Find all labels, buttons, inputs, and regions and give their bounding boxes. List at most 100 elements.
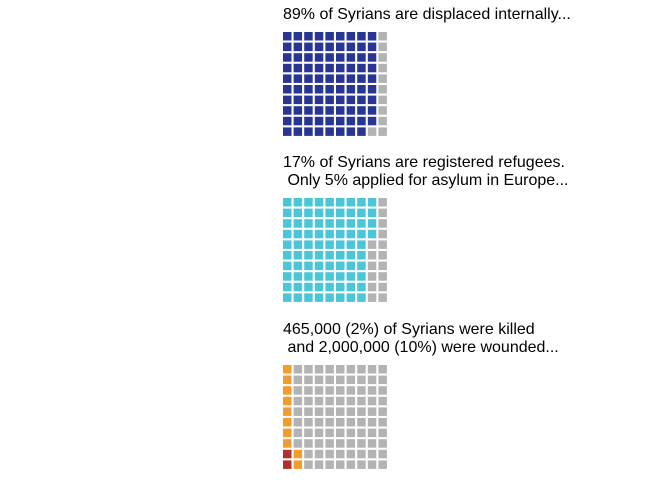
waffle-tile (357, 251, 366, 260)
waffle-tile (367, 418, 377, 427)
waffle-tile (314, 282, 324, 292)
waffle-tile (304, 63, 313, 73)
waffle-tile (367, 32, 377, 41)
waffle-tile (283, 386, 292, 395)
waffle-tile (336, 74, 345, 83)
waffle-tile (304, 85, 313, 94)
waffle-tile (378, 251, 387, 260)
waffle-tile (325, 53, 334, 62)
waffle-tile (367, 365, 377, 374)
waffle-tile (293, 282, 303, 292)
waffle-tile (367, 428, 377, 438)
waffle-tile (346, 386, 356, 395)
waffle-tile (346, 106, 356, 115)
waffle-tile (283, 229, 292, 239)
waffle-tile (367, 53, 377, 62)
waffle-tile (346, 407, 356, 416)
waffle-tile (304, 439, 313, 448)
waffle-tile (314, 449, 324, 459)
waffle-tile (293, 219, 303, 228)
waffle-tile (346, 439, 356, 448)
waffle-tile (314, 219, 324, 228)
waffle-tile (293, 229, 303, 239)
waffle-tile (357, 375, 366, 385)
waffle-tile (304, 198, 313, 207)
waffle-tile (314, 365, 324, 374)
waffle-tile (357, 272, 366, 281)
waffle-tile (336, 375, 345, 385)
waffle-tile (367, 106, 377, 115)
waffle-tile (293, 439, 303, 448)
waffle-tile (346, 251, 356, 260)
waffle-tile (378, 127, 387, 136)
waffle-tile (304, 53, 313, 62)
panel-2-title: 17% of Syrians are registered refugees. … (283, 154, 569, 189)
waffle-tile (293, 106, 303, 115)
waffle-tile (378, 85, 387, 94)
panel-1-title: 89% of Syrians are displaced internally.… (283, 6, 571, 23)
waffle-tile (304, 106, 313, 115)
waffle-tile (283, 418, 292, 427)
waffle-tile (325, 460, 334, 469)
waffle-tile (293, 32, 303, 41)
waffle-tile (378, 428, 387, 438)
waffle-tile (293, 375, 303, 385)
waffle-tile (314, 198, 324, 207)
waffle-tile (304, 365, 313, 374)
waffle-tile (293, 293, 303, 302)
waffle-tile (283, 74, 292, 83)
waffle-tile (336, 229, 345, 239)
waffle-tile (346, 95, 356, 105)
waffle-tile (283, 282, 292, 292)
waffle-tile (367, 407, 377, 416)
waffle-tile (357, 386, 366, 395)
waffle-tile (283, 219, 292, 228)
waffle-tile (283, 449, 292, 459)
waffle-tile (304, 386, 313, 395)
waffle-tile (283, 63, 292, 73)
waffle-tile (314, 396, 324, 406)
waffle-tile (378, 460, 387, 469)
waffle-tile (336, 293, 345, 302)
waffle-tile (283, 439, 292, 448)
waffle-tile (325, 375, 334, 385)
waffle-tile (378, 293, 387, 302)
waffle-tile (325, 365, 334, 374)
waffle-tile (314, 439, 324, 448)
waffle-tile (314, 460, 324, 469)
waffle-tile (325, 116, 334, 126)
waffle-tile (336, 198, 345, 207)
waffle-tile (357, 53, 366, 62)
waffle-tile (283, 375, 292, 385)
waffle-tile (378, 386, 387, 395)
waffle-tile (367, 95, 377, 105)
waffle-tile (293, 365, 303, 374)
waffle-tile (304, 282, 313, 292)
waffle-tile (314, 116, 324, 126)
waffle-tile (357, 407, 366, 416)
waffle-tile (357, 32, 366, 41)
waffle-tile (346, 293, 356, 302)
waffle-tile (378, 95, 387, 105)
waffle-tile (357, 42, 366, 52)
waffle-tile (304, 116, 313, 126)
waffle-tile (367, 198, 377, 207)
waffle-tile (346, 229, 356, 239)
waffle-tile (325, 85, 334, 94)
waffle-tile (314, 418, 324, 427)
waffle-tile (367, 85, 377, 94)
waffle-tile (283, 293, 292, 302)
waffle-tile (283, 251, 292, 260)
waffle-tile (378, 365, 387, 374)
waffle-tile (325, 106, 334, 115)
waffle-tile (325, 42, 334, 52)
waffle-tile (304, 32, 313, 41)
waffle-tile (378, 240, 387, 249)
waffle-tile (293, 127, 303, 136)
waffle-tile (314, 229, 324, 239)
waffle-tile (378, 375, 387, 385)
waffle-tile (378, 219, 387, 228)
waffle-tile (336, 127, 345, 136)
waffle-tile (346, 396, 356, 406)
waffle-tile (336, 428, 345, 438)
